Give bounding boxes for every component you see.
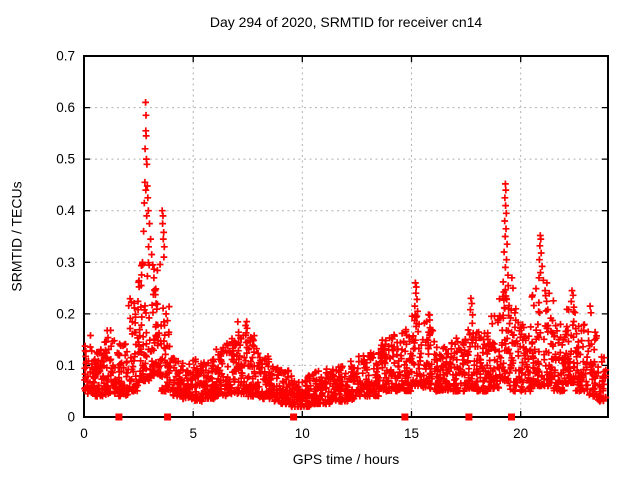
y-tick-label: 0.4 bbox=[56, 203, 75, 218]
x-tick-label: 0 bbox=[80, 426, 88, 441]
y-tick-label: 0.3 bbox=[56, 255, 75, 270]
event-marker-squares bbox=[115, 413, 515, 421]
x-tick-label: 10 bbox=[295, 426, 310, 441]
scatter-points bbox=[81, 99, 610, 411]
x-tick-label: 15 bbox=[404, 426, 419, 441]
x-tick-label: 20 bbox=[513, 426, 528, 441]
x-tick-label: 5 bbox=[189, 426, 197, 441]
x-axis-label: GPS time / hours bbox=[292, 451, 400, 467]
y-tick-label: 0.5 bbox=[56, 152, 75, 167]
y-tick-label: 0.6 bbox=[56, 100, 75, 115]
y-tick-label: 0.2 bbox=[56, 306, 75, 321]
plot-border bbox=[83, 55, 609, 418]
y-tick-label: 0.7 bbox=[56, 49, 75, 64]
chart-title: Day 294 of 2020, SRMTID for receiver cn1… bbox=[209, 14, 483, 30]
y-tick-label: 0 bbox=[67, 410, 75, 425]
y-tick-label: 0.1 bbox=[56, 358, 75, 373]
